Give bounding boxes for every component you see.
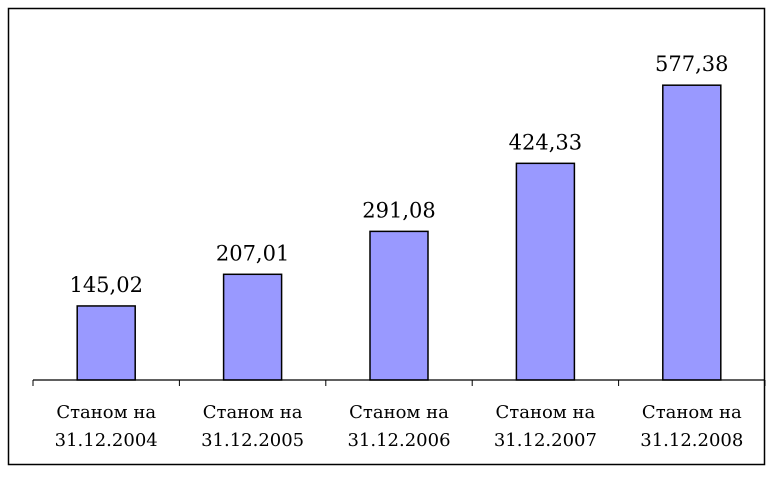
bar	[662, 84, 722, 381]
x-tick-label: 31.12.2005	[201, 430, 304, 451]
x-tick-label: Станом на	[496, 402, 596, 423]
bar	[369, 230, 429, 381]
data-label: 207,01	[216, 241, 289, 265]
x-tick-label: Станом на	[203, 402, 303, 423]
data-label: 424,33	[509, 130, 582, 154]
data-label: 145,02	[69, 273, 142, 297]
x-tick-label: Станом на	[642, 402, 742, 423]
x-tick-label: 31.12.2008	[640, 430, 743, 451]
bar	[76, 305, 136, 381]
data-label: 577,38	[655, 52, 728, 76]
x-tick-label: 31.12.2004	[55, 430, 158, 451]
data-label: 291,08	[362, 198, 435, 222]
x-tick-label: 31.12.2006	[347, 430, 450, 451]
bar	[515, 162, 576, 381]
x-tick-label: 31.12.2007	[494, 430, 597, 451]
x-tick-label: Станом на	[349, 402, 449, 423]
x-tick-label: Станом на	[56, 402, 156, 423]
bar	[222, 273, 283, 381]
